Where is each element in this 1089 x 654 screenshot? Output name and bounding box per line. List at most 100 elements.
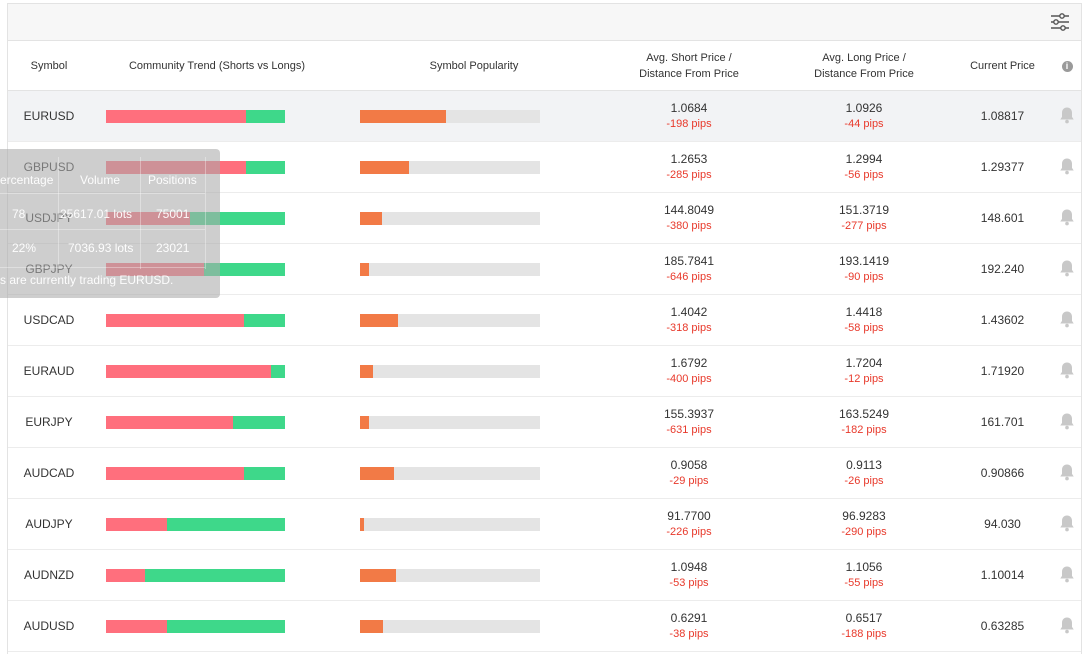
trend-long-segment [166,517,285,531]
bell-icon[interactable] [1059,514,1075,532]
trend-bar[interactable] [106,109,285,123]
header-info[interactable]: i [1051,41,1081,91]
bell-icon[interactable] [1059,106,1075,124]
symbol-cell[interactable]: USDCAD [8,294,90,346]
toolbar [8,4,1081,41]
bell-icon[interactable] [1059,412,1075,430]
popularity-cell [344,243,604,295]
current-price-cell: 0.63285 [954,600,1051,652]
table-row[interactable]: AUDJPY 91.7700 -226 pips 96.9283 -290 pips 94… [8,498,1081,550]
alert-cell [1051,192,1081,244]
table-row[interactable]: AUDUSD 0.6291 -38 pips 0.6517 -188 pips 0.632… [8,600,1081,652]
trend-bar[interactable] [106,364,285,378]
symbol-label[interactable]: AUDJPY [25,517,73,531]
table-row[interactable]: USDCAD 1.4042 -318 pips 1.4418 -58 pips 1.436… [8,294,1081,346]
bell-icon[interactable] [1059,208,1075,226]
table-row[interactable]: AUDNZD 1.0948 -53 pips 1.1056 -55 pips 1.1001… [8,549,1081,601]
symbol-cell[interactable]: AUDCAD [8,447,90,499]
avg-long-price: 1.7204 [845,356,883,370]
table-row[interactable]: AUDCAD 0.9058 -29 pips 0.9113 -26 pips 0.9086… [8,447,1081,499]
avg-short-price: 91.7700 [667,509,711,523]
symbol-label[interactable]: AUDCAD [23,466,75,480]
trend-bar[interactable] [106,160,285,174]
bell-icon[interactable] [1059,310,1075,328]
table-row[interactable]: GBPUSD 1.2653 -285 pips 1.2994 -56 pips 1.293… [8,141,1081,193]
bell-icon[interactable] [1059,463,1075,481]
current-price: 0.63285 [980,619,1025,633]
avg-short-cell: 0.6291 -38 pips [604,600,774,652]
popularity-cell [344,396,604,448]
header-symbol[interactable]: Symbol [8,41,90,91]
trend-cell [90,447,344,499]
popularity-cell [344,90,604,142]
avg-short-distance: -285 pips [666,169,712,181]
symbol-cell[interactable]: AUDJPY [8,498,90,550]
popularity-cell [344,141,604,193]
current-price-cell: 1.43602 [954,294,1051,346]
header-avg-long[interactable]: Avg. Long Price / Distance From Price [774,41,954,91]
avg-long-price: 0.9113 [846,458,882,472]
bell-icon[interactable] [1059,616,1075,634]
trend-bar[interactable] [106,211,285,225]
bell-icon[interactable] [1059,157,1075,175]
symbol-cell[interactable]: GBPUSD [8,141,90,193]
info-icon[interactable]: i [1061,60,1073,72]
avg-short-cell: 1.0948 -53 pips [604,549,774,601]
sentiment-widget: Symbol Community Trend (Shorts vs Longs)… [7,3,1082,654]
sliders-icon[interactable] [1049,11,1071,33]
bell-icon[interactable] [1059,565,1075,583]
header-current-price[interactable]: Current Price [954,41,1051,91]
symbol-label[interactable]: GBPUSD [23,160,75,174]
popularity-cell [344,549,604,601]
bell-icon[interactable] [1059,361,1075,379]
symbol-label[interactable]: EURJPY [25,415,73,429]
symbol-label[interactable]: USDJPY [25,211,73,225]
avg-long-distance: -44 pips [844,118,884,130]
table-row[interactable]: GBPJPY 185.7841 -646 pips 193.1419 -90 pips 1… [8,243,1081,295]
symbol-cell[interactable]: EURUSD [8,90,90,142]
symbol-label[interactable]: EURAUD [23,364,75,378]
symbol-cell[interactable]: GBPJPY [8,243,90,295]
avg-short-cell: 185.7841 -646 pips [604,243,774,295]
trend-bar[interactable] [106,313,285,327]
trend-bar[interactable] [106,517,285,531]
symbol-label[interactable]: USDCAD [23,313,75,327]
symbol-label[interactable]: GBPJPY [25,262,73,276]
symbol-cell[interactable]: USDJPY [8,192,90,244]
trend-long-segment [166,619,285,633]
avg-long-distance: -277 pips [841,220,887,232]
symbol-cell[interactable]: EURAUD [8,345,90,397]
bell-icon[interactable] [1059,259,1075,277]
avg-long-cell: 0.9113 -26 pips [774,447,954,499]
alert-cell [1051,600,1081,652]
trend-cell [90,396,344,448]
avg-short-price: 0.9058 [670,458,708,472]
table-row[interactable]: EURAUD 1.6792 -400 pips 1.7204 -12 pips 1.719… [8,345,1081,397]
avg-long-cell: 151.3719 -277 pips [774,192,954,244]
popularity-fill [360,313,398,327]
popularity-fill [360,109,447,123]
symbol-cell[interactable]: EURJPY [8,396,90,448]
trend-bar[interactable] [106,466,285,480]
trend-bar[interactable] [106,415,285,429]
table-row[interactable]: EURJPY 155.3937 -631 pips 163.5249 -182 pips… [8,396,1081,448]
current-price: 1.29377 [980,160,1025,174]
header-avg-short[interactable]: Avg. Short Price / Distance From Price [604,41,774,91]
trend-bar[interactable] [106,568,285,582]
header-popularity[interactable]: Symbol Popularity [344,41,604,91]
symbol-label[interactable]: EURUSD [23,109,75,123]
trend-bar[interactable] [106,262,285,276]
table-row[interactable]: USDJPY 144.8049 -380 pips 151.3719 -277 pips… [8,192,1081,244]
trend-bar[interactable] [106,619,285,633]
avg-short-price: 0.6291 [670,611,708,625]
popularity-fill [360,517,364,531]
table-row[interactable]: EURUSD 1.0684 -198 pips 1.0926 -44 pips 1.088… [8,90,1081,142]
symbol-cell[interactable]: AUDNZD [8,549,90,601]
symbol-label[interactable]: AUDNZD [24,568,74,582]
symbol-cell[interactable]: AUDUSD [8,600,90,652]
current-price-cell: 1.08817 [954,90,1051,142]
avg-long-distance: -58 pips [844,322,884,334]
symbol-label[interactable]: AUDUSD [23,619,75,633]
alert-cell [1051,90,1081,142]
header-trend[interactable]: Community Trend (Shorts vs Longs) [90,41,344,91]
